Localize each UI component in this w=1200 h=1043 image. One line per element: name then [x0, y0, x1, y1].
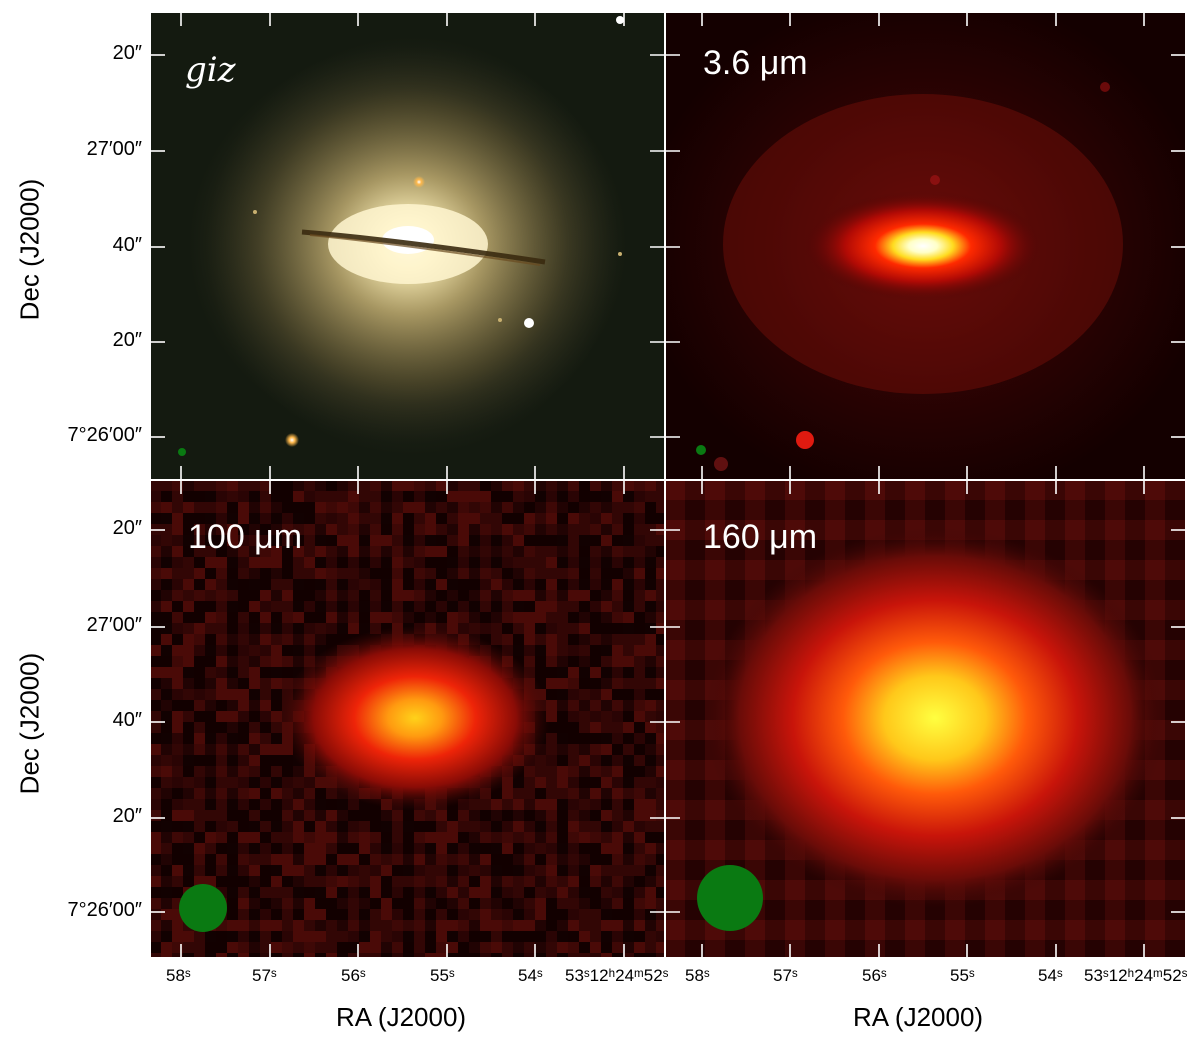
x-tick-label: 54ˢ: [1038, 966, 1063, 985]
y-tick-label: 40″: [112, 234, 142, 256]
y-axis-title: Dec (J2000): [14, 178, 45, 321]
y-axis-title: Dec (J2000): [14, 652, 45, 795]
x-axis-title: RA (J2000): [853, 1002, 984, 1032]
x-tick-label: 58ˢ: [685, 966, 710, 985]
x-tick-label: 56ˢ: [341, 966, 366, 985]
beam-circle: [178, 448, 186, 456]
panel-3-6-um: 3.6 μm: [665, 12, 1186, 480]
y-tick-label: 7°26′00″: [67, 424, 142, 446]
panel-label-giz: giz: [185, 50, 236, 90]
panel-giz: giz: [150, 12, 665, 480]
panel-label-160-um: 160 μm: [703, 518, 818, 556]
x-tick-label: 55ˢ: [430, 966, 455, 985]
panel-160-um: 160 μm: [665, 480, 1186, 958]
x-tick-label: 57ˢ: [252, 966, 277, 985]
x-tick-label: 58ˢ: [166, 966, 191, 985]
y-tick-label: 40″: [112, 709, 142, 731]
beam-circle: [179, 884, 227, 932]
y-tick-label: 27′00″: [86, 138, 142, 160]
y-tick-label: 20″: [112, 805, 142, 827]
y-tick-label: 7°26′00″: [67, 899, 142, 921]
y-tick-label: 20″: [112, 42, 142, 64]
y-tick-label: 27′00″: [86, 614, 142, 636]
y-tick-label: 20″: [112, 329, 142, 351]
x-axis-title: RA (J2000): [336, 1002, 467, 1032]
panel-100-um: 100 μm: [150, 480, 665, 958]
x-tick-label: 57ˢ: [773, 966, 798, 985]
panel-label-3-6-um: 3.6 μm: [703, 44, 808, 82]
x-tick-label: 55ˢ: [950, 966, 975, 985]
x-tick-label: 54ˢ: [518, 966, 543, 985]
y-tick-label: 20″: [112, 517, 142, 539]
x-tick-label: 53ˢ12ʰ24ᵐ52ˢ: [565, 966, 669, 985]
beam-circle: [697, 865, 763, 931]
beam-circle: [696, 445, 706, 455]
x-tick-label: 53ˢ12ʰ24ᵐ52ˢ: [1084, 966, 1188, 985]
x-tick-label: 56ˢ: [862, 966, 887, 985]
panel-label-100-um: 100 μm: [188, 518, 303, 556]
